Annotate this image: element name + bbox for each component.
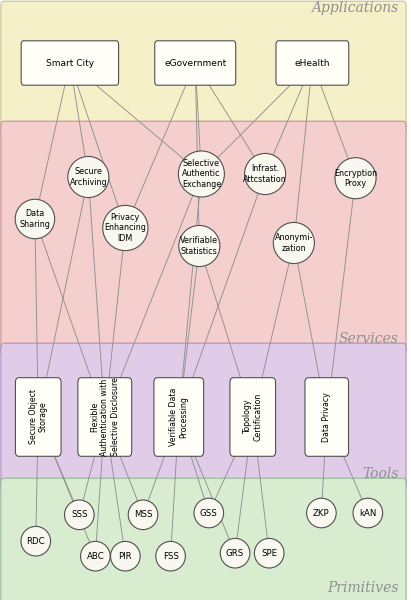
Ellipse shape <box>15 199 55 239</box>
Text: Applications: Applications <box>312 1 399 15</box>
Ellipse shape <box>156 541 185 571</box>
Text: Data
Sharing: Data Sharing <box>19 209 51 229</box>
Text: Secure Object
Storage: Secure Object Storage <box>28 389 48 445</box>
FancyBboxPatch shape <box>1 121 406 356</box>
Ellipse shape <box>103 205 148 251</box>
Text: Flexible
Authentication with
Selective Disclosure: Flexible Authentication with Selective D… <box>90 377 120 457</box>
Text: SPE: SPE <box>261 548 277 558</box>
Text: Infrast.
Attcstation: Infrast. Attcstation <box>243 164 287 184</box>
Ellipse shape <box>353 498 383 528</box>
Ellipse shape <box>307 498 336 528</box>
Text: Verifiable
Statistics: Verifiable Statistics <box>180 236 218 256</box>
FancyBboxPatch shape <box>305 378 349 456</box>
Text: ABC: ABC <box>86 552 104 560</box>
Text: Smart City: Smart City <box>46 58 94 67</box>
Text: Services: Services <box>339 332 399 346</box>
Text: Privacy
Enhancing
IDM: Privacy Enhancing IDM <box>104 213 146 243</box>
Text: Primitives: Primitives <box>327 581 399 595</box>
Ellipse shape <box>194 498 224 528</box>
Ellipse shape <box>254 538 284 568</box>
FancyBboxPatch shape <box>78 378 132 456</box>
Text: Data Privacy: Data Privacy <box>322 392 331 442</box>
FancyBboxPatch shape <box>230 378 275 456</box>
Ellipse shape <box>220 538 250 568</box>
FancyBboxPatch shape <box>21 41 119 85</box>
Ellipse shape <box>111 541 140 571</box>
FancyBboxPatch shape <box>155 41 236 85</box>
Ellipse shape <box>245 154 286 194</box>
Ellipse shape <box>273 223 314 263</box>
Text: kAN: kAN <box>359 509 376 517</box>
FancyBboxPatch shape <box>276 41 349 85</box>
FancyBboxPatch shape <box>154 378 204 456</box>
Text: Selective
Authentic
Exchange: Selective Authentic Exchange <box>182 159 221 189</box>
Ellipse shape <box>21 526 51 556</box>
Ellipse shape <box>179 226 220 266</box>
Ellipse shape <box>128 500 158 530</box>
Ellipse shape <box>335 158 376 199</box>
Text: Encryption
Proxy: Encryption Proxy <box>334 169 377 188</box>
Text: GSS: GSS <box>200 509 218 517</box>
Ellipse shape <box>178 151 224 197</box>
Ellipse shape <box>68 157 109 197</box>
FancyBboxPatch shape <box>1 1 406 134</box>
Text: eGovernment: eGovernment <box>164 58 226 67</box>
Ellipse shape <box>81 541 110 571</box>
Text: eHealth: eHealth <box>295 58 330 67</box>
FancyBboxPatch shape <box>1 478 406 600</box>
Text: FSS: FSS <box>163 552 178 560</box>
Text: GRS: GRS <box>226 548 244 558</box>
Text: Verifiable Data
Processing: Verifiable Data Processing <box>169 388 189 446</box>
Text: Topology
Certification: Topology Certification <box>243 393 263 441</box>
Text: Tools: Tools <box>362 467 399 481</box>
Text: Secure
Archiving: Secure Archiving <box>69 167 107 187</box>
Text: ZKP: ZKP <box>313 509 330 517</box>
Ellipse shape <box>65 500 94 530</box>
Text: SSS: SSS <box>71 510 88 520</box>
Text: MSS: MSS <box>134 510 152 520</box>
FancyBboxPatch shape <box>1 343 406 491</box>
FancyBboxPatch shape <box>16 378 61 456</box>
Text: PIR: PIR <box>118 552 132 560</box>
Text: RDC: RDC <box>26 536 45 546</box>
Text: Anonymi-
zation: Anonymi- zation <box>275 233 313 253</box>
